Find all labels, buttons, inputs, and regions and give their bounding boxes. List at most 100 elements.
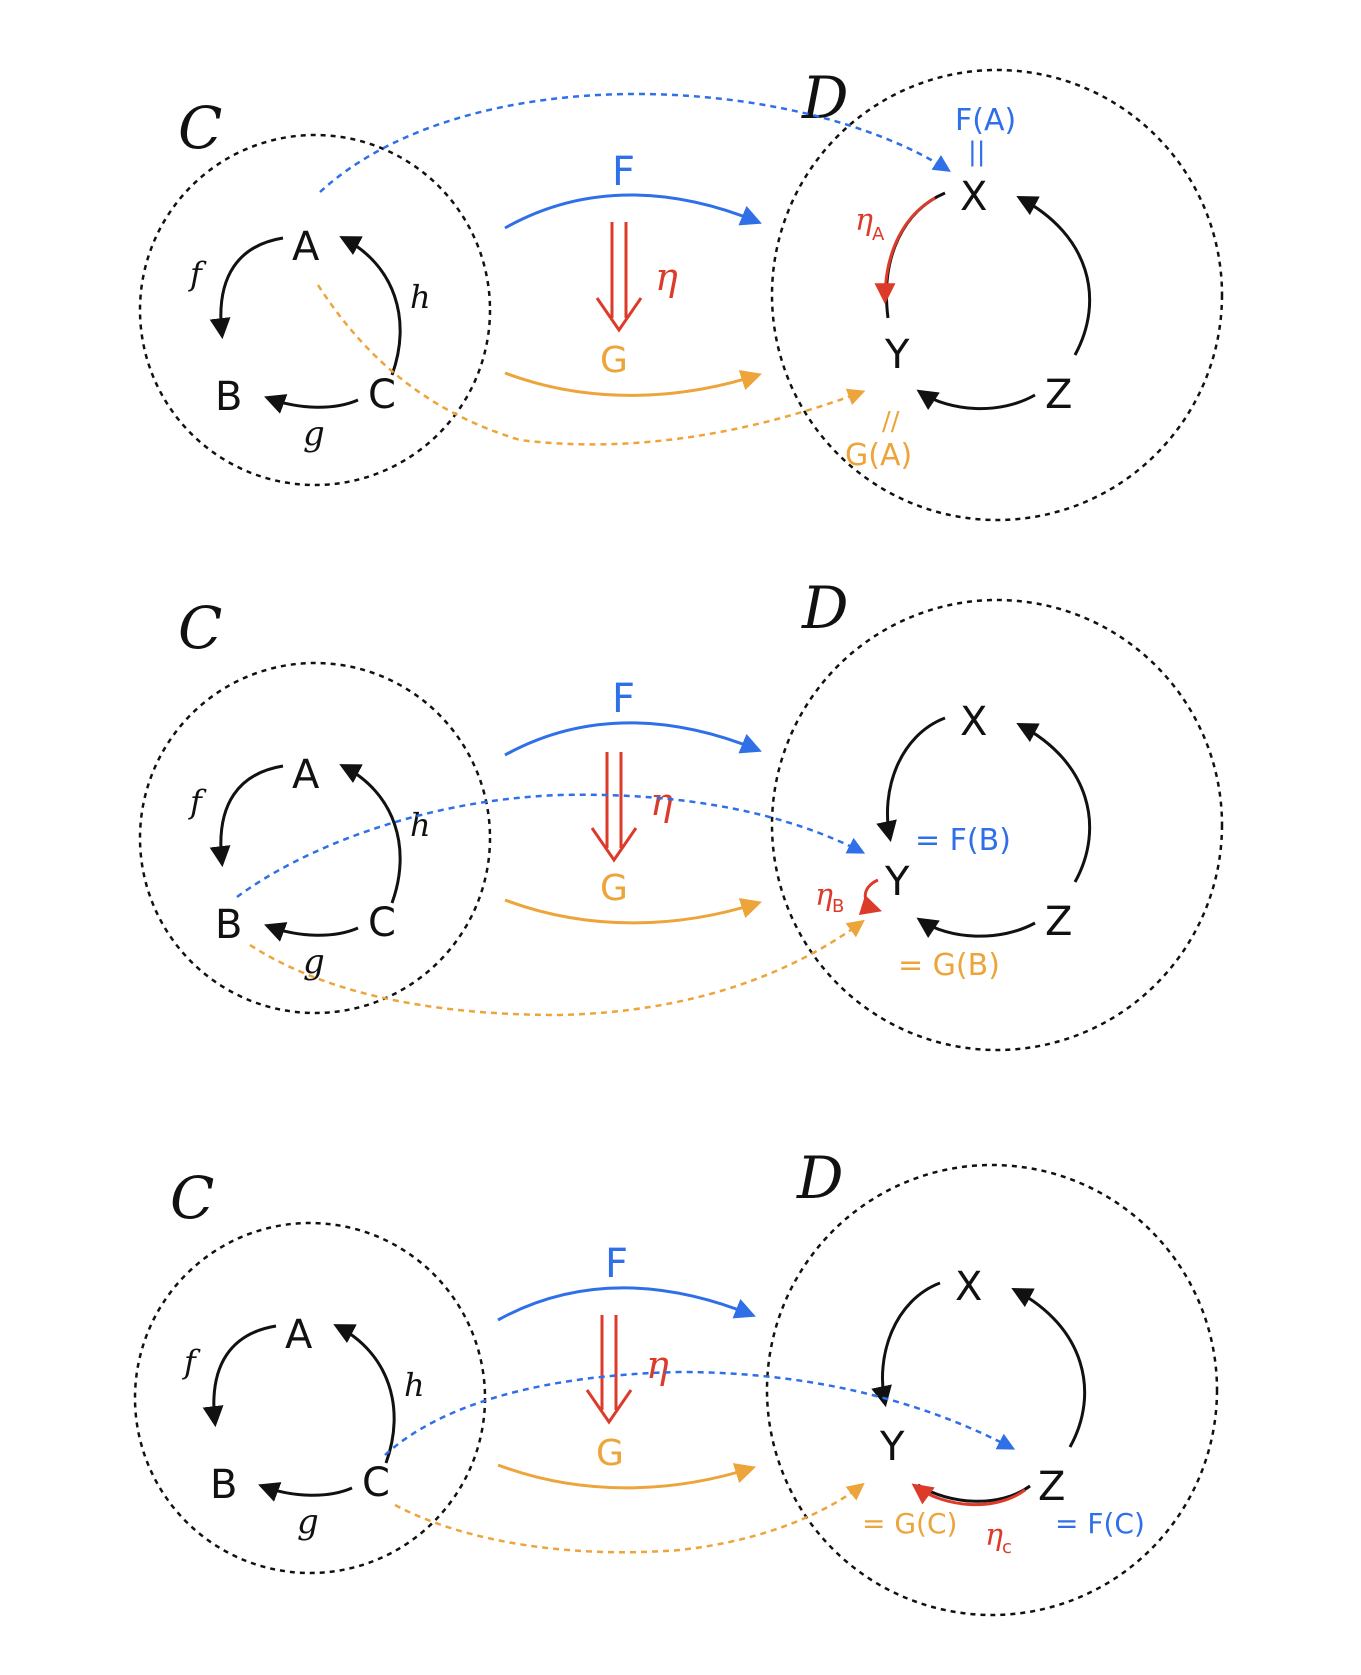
morphism-g-label: g	[297, 1502, 319, 1542]
target-category-label: D	[801, 574, 849, 642]
source-category-label: C	[178, 94, 222, 162]
object-a: A	[285, 1312, 313, 1358]
morphism-h-label: h	[410, 806, 431, 844]
morphism-z-to-x-arrow	[1016, 723, 1092, 883]
morphism-g-label: g	[303, 414, 325, 454]
g-of-b-annotation: = G(B)	[898, 948, 1000, 983]
morphism-g-arrow	[264, 394, 359, 414]
f-of-a-mapping-arrow	[319, 92, 951, 193]
svg-text:η: η	[855, 203, 873, 238]
morphism-f-arrow	[202, 1324, 277, 1428]
object-a: A	[292, 224, 320, 270]
f-of-b-mapping-arrow	[236, 793, 866, 899]
morphism-f-label: f	[182, 1343, 201, 1381]
object-c: C	[368, 900, 396, 946]
functor-f-label: F	[612, 149, 635, 195]
eta-label: η	[655, 255, 678, 299]
f-of-b-annotation: = F(B)	[915, 823, 1011, 858]
object-x: X	[955, 1264, 982, 1310]
component-eta-b-arrow	[858, 878, 883, 915]
f-of-a-annotation: F(A)	[955, 103, 1016, 138]
object-z: Z	[1038, 1464, 1065, 1510]
source-category-boundary	[138, 661, 492, 1015]
source-category-label: C	[170, 1164, 214, 1232]
object-a: A	[292, 752, 320, 798]
functor-g-label: G	[600, 868, 628, 909]
svg-text:η: η	[985, 1518, 1003, 1553]
component-eta-b-label: η B	[815, 878, 844, 917]
morphism-f-label: f	[188, 255, 207, 293]
panel-3: C D A B C f g h X Y Z F G η η	[133, 1144, 1219, 1617]
f-of-a-equals-mark: ||	[968, 137, 986, 167]
morphism-h-arrow	[339, 236, 402, 376]
source-category-boundary	[138, 133, 492, 487]
object-b: B	[215, 374, 242, 420]
target-category-boundary	[770, 68, 1224, 522]
functor-f-arrow	[504, 721, 762, 757]
g-of-b-mapping-arrow	[249, 919, 865, 1017]
morphism-h-label: h	[410, 278, 431, 316]
g-of-c-mapping-arrow	[394, 1482, 865, 1554]
functor-g-arrow	[497, 1463, 757, 1490]
functor-g-label: G	[600, 340, 628, 381]
svg-text:B: B	[832, 896, 844, 917]
functor-g-label: G	[596, 1433, 624, 1474]
g-of-a-mapping-arrow	[316, 284, 866, 446]
functor-f-label: F	[612, 676, 635, 722]
object-c: C	[368, 372, 396, 418]
object-z: Z	[1045, 372, 1072, 418]
object-y: Y	[884, 332, 910, 378]
component-eta-c-label: η c	[985, 1518, 1012, 1558]
morphism-z-to-y-arrow	[916, 389, 1036, 411]
target-category-boundary	[770, 598, 1224, 1052]
functor-g-arrow	[504, 370, 762, 397]
panel-1: C D A B C f g h X Y Z F G η	[138, 64, 1224, 522]
functor-f-label: F	[605, 1241, 628, 1287]
component-eta-c-arrow	[911, 1483, 1026, 1507]
object-x: X	[960, 174, 987, 220]
morphism-g-label: g	[303, 942, 325, 982]
eta-double-arrow	[590, 752, 638, 863]
object-x: X	[960, 699, 987, 745]
eta-label: η	[650, 780, 673, 824]
morphism-h-label: h	[404, 1366, 425, 1404]
f-of-c-mapping-arrow	[384, 1370, 1016, 1456]
morphism-g-arrow	[264, 922, 359, 942]
object-b: B	[215, 902, 242, 948]
morphism-x-to-y-arrow	[876, 716, 946, 843]
svg-text:A: A	[872, 224, 885, 245]
morphism-f-arrow	[209, 764, 284, 868]
morphism-f-label: f	[188, 783, 207, 821]
functor-f-arrow	[497, 1286, 756, 1322]
eta-label: η	[646, 1343, 669, 1387]
morphism-z-to-y-black-arc	[917, 1483, 1031, 1503]
object-z: Z	[1045, 899, 1072, 945]
functor-f-arrow	[504, 193, 762, 230]
object-y: Y	[884, 859, 910, 905]
svg-text:c: c	[1002, 1537, 1012, 1558]
svg-text:η: η	[815, 878, 833, 913]
morphism-z-to-x-arrow	[1016, 196, 1092, 356]
morphism-z-to-x-arrow	[1011, 1288, 1087, 1448]
morphism-f-arrow	[209, 236, 284, 340]
component-eta-a-arrow	[874, 196, 936, 305]
component-eta-a-label: η A	[855, 203, 885, 245]
morphism-h-arrow	[333, 1324, 396, 1464]
morphism-x-to-y-arrow	[871, 1281, 941, 1408]
g-of-a-equals-mark: //	[882, 407, 900, 437]
eta-double-arrow	[585, 1315, 633, 1425]
morphism-h-arrow	[339, 764, 402, 904]
f-of-c-annotation: = F(C)	[1055, 1507, 1145, 1540]
morphism-g-arrow	[258, 1482, 353, 1502]
target-category-label: D	[796, 1144, 844, 1212]
object-c: C	[362, 1460, 390, 1506]
g-of-a-annotation: G(A)	[845, 438, 912, 473]
object-b: B	[210, 1462, 237, 1508]
target-category-boundary	[765, 1163, 1219, 1617]
morphism-z-to-y-arrow	[916, 917, 1036, 939]
source-category-boundary	[133, 1221, 487, 1575]
object-y: Y	[879, 1424, 905, 1470]
g-of-c-annotation: = G(C)	[862, 1507, 957, 1540]
